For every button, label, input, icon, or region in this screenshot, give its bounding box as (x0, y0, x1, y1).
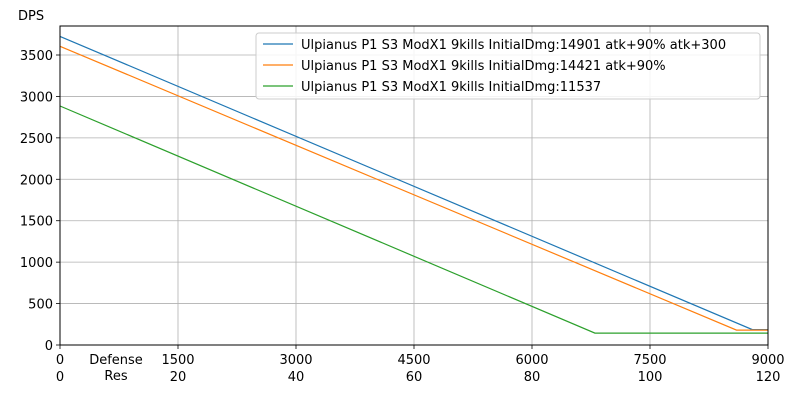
y-axis-label: DPS (18, 9, 44, 24)
x-tick-label-defense: 4500 (397, 353, 430, 368)
y-tick-label: 2000 (20, 173, 53, 188)
y-tick-label: 0 (45, 339, 53, 354)
x-tick-label-defense: 9000 (751, 353, 784, 368)
x-tick-label-defense: 6000 (515, 353, 548, 368)
x-tick-label-res: 60 (406, 370, 423, 385)
x-tick-label-res: 80 (524, 370, 541, 385)
x-tick-label-res: 40 (288, 370, 305, 385)
legend-label-series-3: Ulpianus P1 S3 ModX1 9kills InitialDmg:1… (301, 80, 601, 95)
legend-box (255, 32, 761, 100)
legend-label-series-2: Ulpianus P1 S3 ModX1 9kills InitialDmg:1… (301, 59, 666, 74)
x-tick-label-res: 0 (56, 370, 64, 385)
axis-ticks: 0015002030004045006060008075001009000120… (20, 49, 785, 385)
x-axis-label-res: Res (104, 369, 127, 384)
x-tick-label-defense: 0 (56, 353, 64, 368)
x-tick-label-defense: 7500 (633, 353, 666, 368)
x-tick-label-res: 20 (170, 370, 187, 385)
legend: Ulpianus P1 S3 ModX1 9kills InitialDmg:1… (255, 32, 761, 100)
series-line-3 (59, 105, 768, 334)
x-axis-label-defense: Defense (89, 353, 143, 368)
x-tick-label-res: 100 (638, 370, 663, 385)
y-tick-label: 3500 (20, 49, 53, 64)
y-tick-label: 2500 (20, 132, 53, 147)
x-tick-label-defense: 1500 (161, 353, 194, 368)
y-tick-label: 3000 (20, 90, 53, 105)
x-tick-label-res: 120 (756, 370, 781, 385)
x-tick-label-defense: 3000 (279, 353, 312, 368)
series-line-2 (59, 45, 768, 331)
y-tick-label: 1000 (20, 256, 53, 271)
y-tick-label: 1500 (20, 215, 53, 230)
y-tick-label: 500 (28, 298, 53, 313)
legend-label-series-1: Ulpianus P1 S3 ModX1 9kills InitialDmg:1… (301, 38, 726, 53)
series-lines (59, 35, 768, 334)
